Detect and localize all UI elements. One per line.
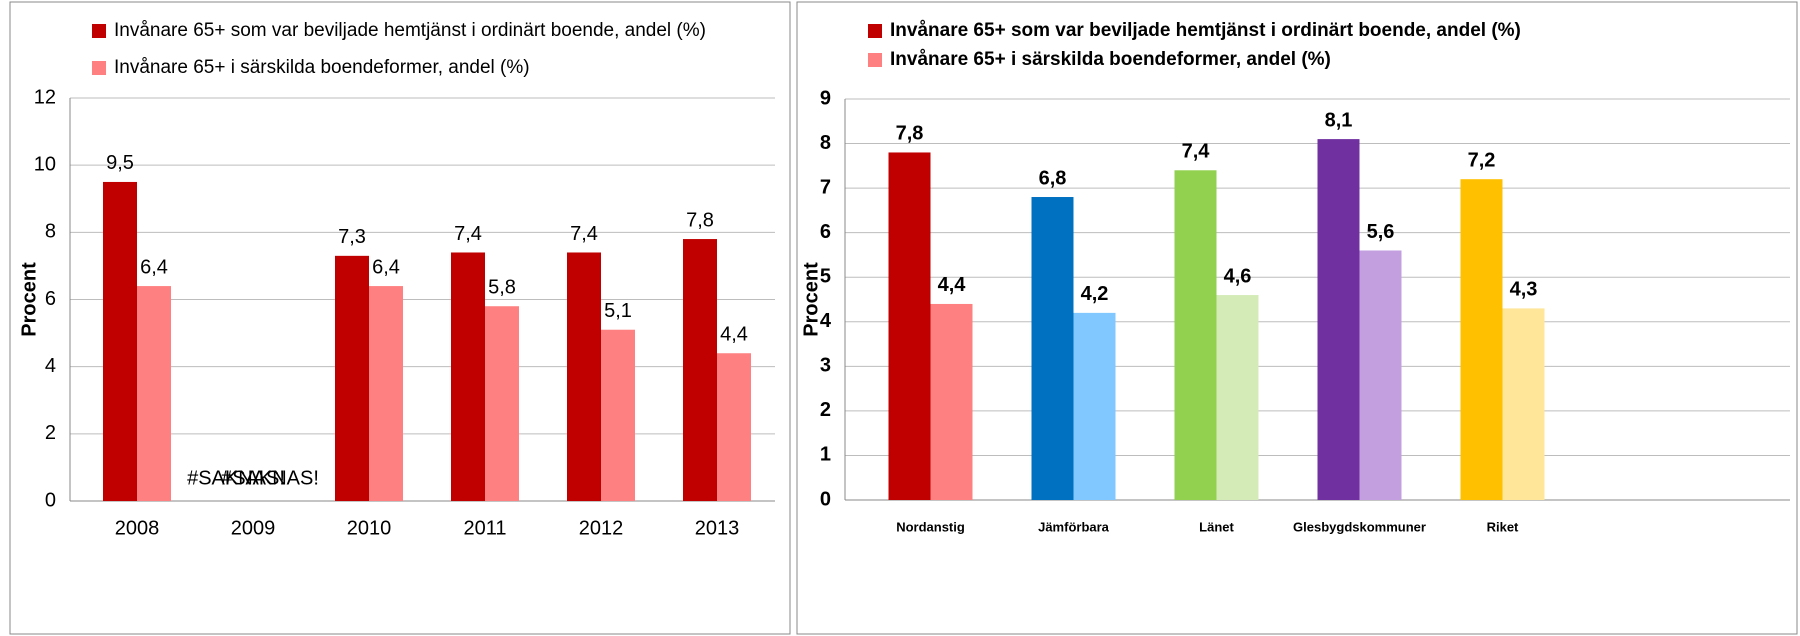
bar (1460, 179, 1503, 500)
y-tick-label: 8 (45, 221, 56, 243)
legend-label: Invånare 65+ som var beviljade hemtjänst… (114, 20, 706, 41)
data-label: 5,8 (488, 276, 516, 298)
x-tick-label: 2012 (579, 517, 624, 539)
bar (485, 306, 519, 501)
x-tick-label: 2010 (347, 517, 392, 539)
y-axis-label: Procent (18, 262, 40, 337)
y-tick-label: 2 (820, 399, 831, 421)
data-label: 7,4 (454, 223, 482, 245)
legend-swatch (92, 24, 106, 38)
bar (930, 303, 973, 500)
bar (451, 252, 485, 501)
x-tick-label: Jämförbara (1038, 519, 1110, 534)
y-tick-label: 9 (820, 87, 831, 109)
x-tick-label: 2009 (231, 517, 276, 539)
bar (1073, 312, 1116, 500)
x-tick-label: Riket (1487, 519, 1519, 534)
data-label: 7,8 (686, 209, 714, 231)
legend-label: Invånare 65+ i särskilda boendeformer, a… (890, 49, 1331, 70)
data-label: 4,3 (1510, 279, 1538, 301)
y-tick-label: 1 (820, 444, 831, 466)
y-tick-label: 4 (820, 310, 832, 332)
bar (683, 239, 717, 502)
bar (567, 252, 601, 501)
data-label: 7,4 (570, 223, 598, 245)
data-label: 7,2 (1468, 149, 1496, 171)
bar (888, 152, 931, 500)
x-tick-label: 2013 (695, 517, 740, 539)
y-tick-label: 4 (45, 355, 56, 377)
x-tick-label: 2011 (463, 517, 506, 539)
bar (1502, 308, 1545, 500)
bar (1317, 139, 1360, 500)
legend-swatch (92, 61, 106, 75)
bar (601, 329, 635, 501)
x-tick-label: Länet (1199, 519, 1234, 534)
bar (1174, 170, 1217, 501)
data-label: 4,4 (720, 324, 748, 346)
data-label: 9,5 (106, 152, 134, 174)
data-label: 6,8 (1039, 167, 1067, 189)
y-tick-label: 3 (820, 355, 831, 377)
y-axis-label: Procent (800, 262, 822, 337)
data-label: 7,4 (1182, 141, 1211, 163)
bar (103, 181, 137, 502)
y-tick-label: 6 (45, 288, 56, 310)
y-tick-label: 0 (820, 488, 831, 510)
data-label: 7,3 (338, 226, 366, 248)
y-tick-label: 12 (34, 86, 56, 108)
y-tick-label: 5 (820, 266, 831, 288)
y-tick-label: 7 (820, 176, 831, 198)
data-label: 4,2 (1081, 283, 1109, 305)
data-label: 4,4 (938, 274, 967, 296)
y-tick-label: 8 (820, 132, 831, 154)
data-label: 4,6 (1224, 265, 1252, 287)
y-tick-label: 0 (45, 489, 56, 511)
bar (137, 286, 171, 501)
bar (1031, 197, 1074, 500)
bar (1216, 295, 1259, 500)
x-tick-label: Nordanstig (896, 519, 965, 534)
bar (717, 353, 751, 501)
x-tick-label: 2008 (115, 517, 160, 539)
data-label: 5,1 (604, 300, 632, 322)
legend-label: Invånare 65+ i särskilda boendeformer, a… (114, 57, 530, 78)
y-tick-label: 6 (820, 221, 831, 243)
data-label: #SAKNAS! (187, 467, 285, 489)
legend-swatch (868, 24, 882, 38)
x-tick-label: Glesbygdskommuner (1293, 519, 1426, 534)
data-label: 8,1 (1325, 109, 1353, 131)
data-label: 7,8 (896, 123, 924, 145)
legend-swatch (868, 53, 882, 67)
bar (369, 286, 403, 501)
data-label: 6,4 (140, 256, 168, 278)
data-label: 5,6 (1367, 221, 1395, 243)
data-label: #SAKNAS! (221, 467, 319, 489)
legend-label: Invånare 65+ som var beviljade hemtjänst… (890, 20, 1521, 41)
bar (335, 255, 369, 501)
data-label: 6,4 (372, 256, 400, 278)
y-tick-label: 2 (45, 422, 56, 444)
y-tick-label: 10 (34, 153, 56, 175)
bar (1359, 250, 1402, 500)
